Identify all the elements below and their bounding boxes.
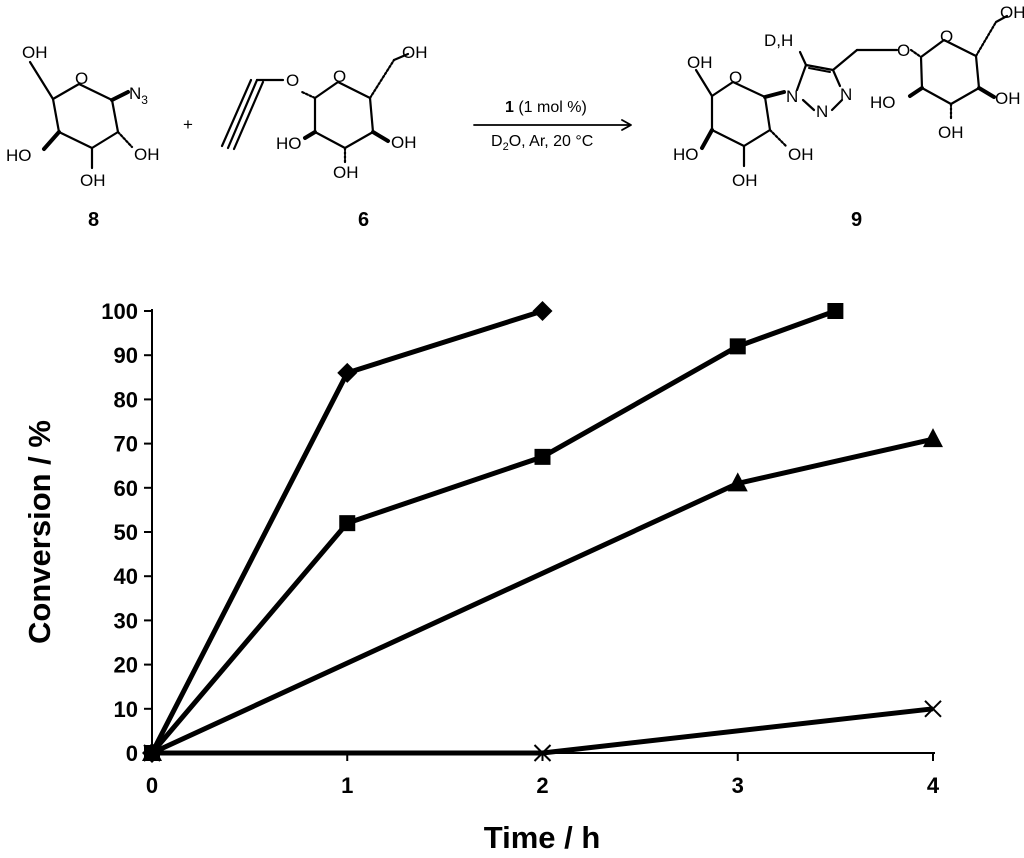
- c6-oh-right: OH: [391, 133, 417, 152]
- data-point-cross: [533, 744, 552, 762]
- arrow-conditions-label: D2O, Ar, 20 °C: [491, 133, 593, 153]
- compound-9-label: 9: [851, 209, 862, 231]
- compound-6-label: 6: [358, 209, 369, 231]
- compound-9-structure: [694, 14, 1009, 168]
- y-tick-label: 10: [114, 697, 138, 722]
- c9-triazole-n2: N: [816, 102, 828, 121]
- data-point-diamond: [337, 362, 358, 383]
- series-triangle: [142, 428, 943, 761]
- c8-azide: N3: [129, 84, 148, 107]
- chart-axes: 0 10 20 30 40 50 60 70 80 90 100 0 1 2 3 4: [101, 299, 940, 798]
- x-tick-label: 4: [927, 773, 940, 798]
- c8-ho-left: HO: [6, 146, 32, 165]
- data-point-square: [729, 338, 746, 355]
- y-tick-label: 80: [114, 387, 138, 412]
- c6-oh-top: OH: [402, 43, 428, 62]
- c8-oh-right: OH: [134, 145, 160, 164]
- c9-oh-right-right: OH: [995, 89, 1021, 108]
- compound-8-label: 8: [88, 209, 99, 231]
- c8-oh-bottom: OH: [80, 171, 106, 190]
- arrow-catalyst-label: 1 (1 mol %): [505, 99, 587, 116]
- y-tick-label: 50: [114, 520, 138, 545]
- series-cross: [143, 700, 942, 762]
- y-tick-label: 0: [126, 741, 138, 766]
- y-tick-label: 70: [114, 432, 138, 457]
- plus-sign: +: [183, 115, 193, 134]
- c9-ho-left-left: HO: [673, 145, 699, 164]
- data-point-triangle: [727, 472, 748, 492]
- c9-oh-left-right: OH: [788, 145, 814, 164]
- c9-left-ring-o: O: [729, 68, 742, 87]
- y-tick-label: 40: [114, 564, 138, 589]
- y-tick-label: 20: [114, 653, 138, 678]
- x-tick-label: 2: [536, 773, 548, 798]
- series-square: [144, 303, 844, 761]
- c8-oh-top: OH: [22, 43, 48, 62]
- c9-linker-o: O: [897, 41, 910, 60]
- y-tick-label: 60: [114, 476, 138, 501]
- x-tick-label: 1: [341, 773, 353, 798]
- y-axis-label: Conversion / %: [22, 420, 57, 644]
- series-line-square: [150, 308, 837, 755]
- reaction-scheme: OH O N3 HO OH OH + OH O O HO OH OH 1 (1 …: [6, 3, 1024, 231]
- c9-triazole-n1: N: [786, 87, 798, 106]
- compound-8-structure: [28, 60, 134, 170]
- data-point-square: [827, 303, 844, 319]
- c6-glycosidic-o: O: [286, 71, 299, 90]
- x-tick-label: 3: [732, 773, 744, 798]
- y-tick-label: 100: [101, 299, 138, 324]
- c9-ho-right-left: HO: [870, 93, 896, 112]
- c9-oh-left-bottom: OH: [732, 171, 758, 190]
- c9-oh-left-top: OH: [687, 53, 713, 72]
- data-point-diamond: [532, 301, 553, 321]
- c6-ring-o: O: [333, 67, 346, 86]
- c9-oh-right-top: OH: [1000, 3, 1024, 22]
- c6-ho-left: HO: [276, 134, 302, 153]
- series-line-triangle: [150, 436, 934, 756]
- c9-triazole-n3: N: [840, 85, 852, 104]
- y-tick-label: 90: [114, 343, 138, 368]
- c6-oh-bottom: OH: [333, 163, 359, 182]
- data-point-triangle: [923, 428, 943, 448]
- data-point-cross: [924, 700, 942, 718]
- c8-ring-o: O: [75, 69, 88, 88]
- compound-6-structure: [220, 52, 410, 166]
- data-point-square: [534, 448, 551, 465]
- c9-right-ring-o: O: [940, 27, 953, 46]
- x-axis-label: Time / h: [484, 820, 601, 855]
- data-point-cross: [143, 744, 161, 762]
- c9-dh-label: D,H: [764, 31, 793, 50]
- series-line-cross: [152, 706, 934, 756]
- c9-oh-right-bottom: OH: [938, 123, 964, 142]
- x-tick-label: 0: [146, 773, 158, 798]
- y-tick-label: 30: [114, 608, 138, 633]
- chart-series: [142, 301, 943, 763]
- data-point-square: [339, 515, 356, 532]
